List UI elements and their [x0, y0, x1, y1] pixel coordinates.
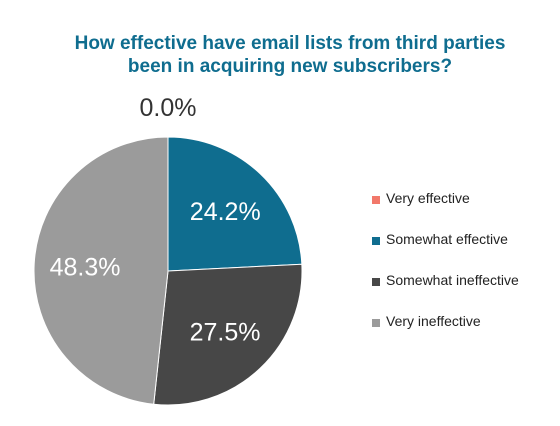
- pie-slice-somewhat-effective: [167, 136, 303, 272]
- chart-title: How effective have email lists from thir…: [40, 32, 540, 78]
- legend-swatch-somewhat-effective: [372, 237, 380, 245]
- pie-slice-very-ineffective: [33, 136, 169, 405]
- data-label-somewhat-effective: 24.2%: [190, 198, 261, 226]
- legend-label-somewhat-effective: Somewhat effective: [386, 231, 508, 247]
- data-label-very-effective: 0.0%: [140, 94, 197, 122]
- data-label-somewhat-ineffective: 27.5%: [190, 318, 261, 346]
- legend-label-very-ineffective: Very ineffective: [386, 313, 481, 329]
- pie-slice-somewhat-ineffective: [153, 263, 303, 406]
- legend-swatch-somewhat-ineffective: [372, 278, 380, 286]
- legend-swatch-very-effective: [372, 196, 380, 204]
- legend-label-very-effective: Very effective: [386, 190, 470, 206]
- chart-title-line-2: been in acquiring new subscribers?: [127, 56, 453, 77]
- chart-title-line-1: How effective have email lists from thir…: [74, 33, 506, 54]
- data-label-very-ineffective: 48.3%: [50, 254, 121, 282]
- legend-swatch-very-ineffective: [372, 319, 380, 327]
- legend-label-somewhat-ineffective: Somewhat ineffective: [386, 272, 519, 288]
